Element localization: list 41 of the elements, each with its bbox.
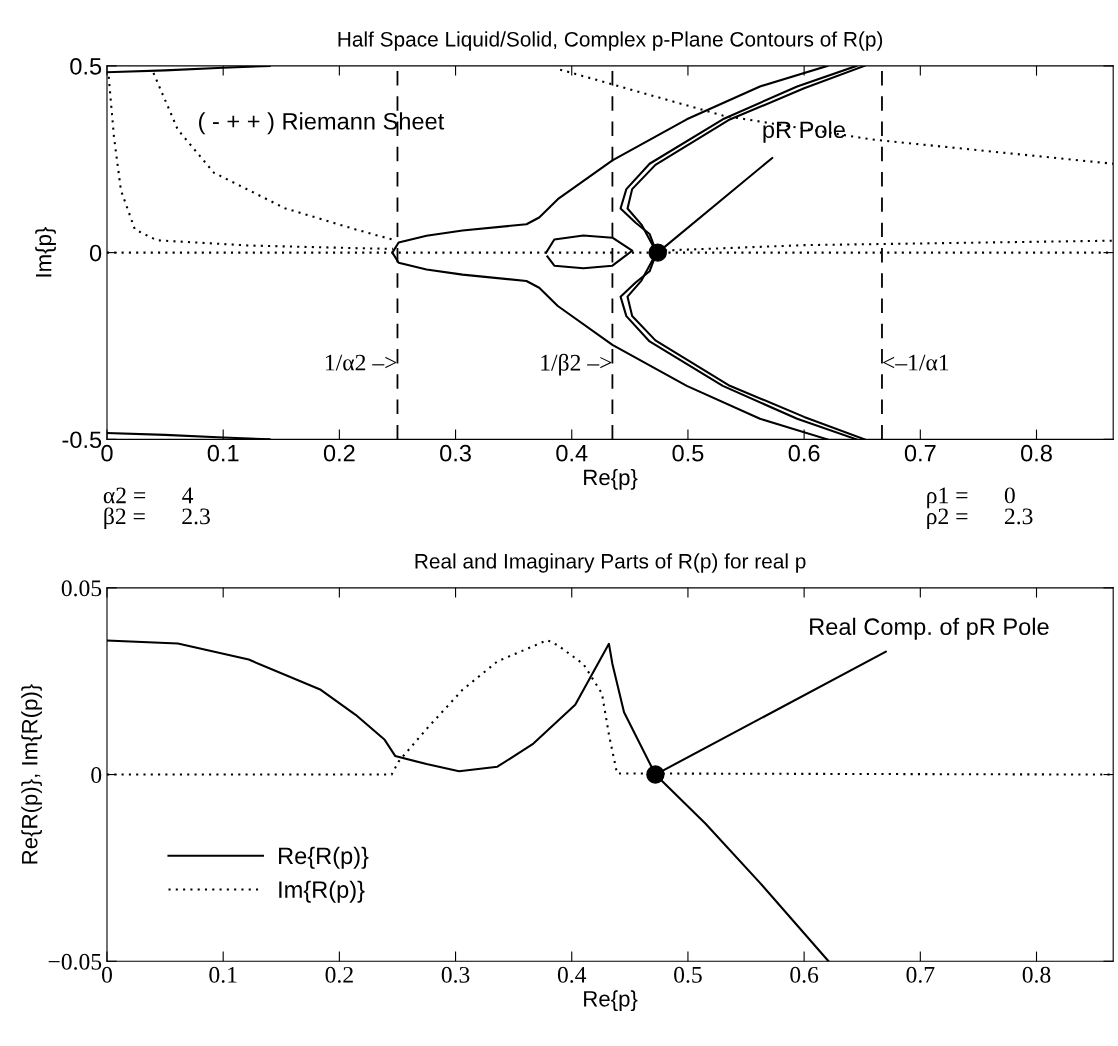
x-tick-label: 0.6 (788, 444, 820, 462)
ref-line-label: <–1/α1 (883, 354, 949, 371)
legend-label: Re{R(p)} (279, 846, 369, 869)
x-tick-label: 0.4 (556, 444, 588, 462)
y-tick-label: −0.05 (48, 953, 102, 970)
ref-line-label: 1/α2 –> (325, 354, 397, 371)
chart-title: Half Space Liquid/Solid, Complex p-Plane Contours of R(p) (338, 31, 883, 51)
x-tick-label: 0.8 (1022, 966, 1051, 983)
y-tick-label: 0.5 (70, 57, 102, 75)
x-tick-label: 0.7 (906, 966, 935, 983)
x-tick-label: 0.3 (441, 966, 470, 983)
y-tick-label: 0.05 (61, 580, 102, 597)
text: ρ1 = 0 (927, 487, 1015, 509)
y-tick-label: -0.5 (62, 431, 102, 449)
text: α2 = 4 (103, 487, 194, 504)
x-tick-label: 0.7 (904, 444, 936, 462)
x-axis-title: Re{p} (584, 468, 638, 490)
text: ρ2 = 2.3 (927, 508, 1033, 530)
legend-label: Im{R(p)} (279, 880, 365, 903)
x-tick-label: 0.5 (674, 966, 702, 983)
ref-line-label: 1/β2 –> (541, 353, 612, 376)
x-tick-label: 0.4 (557, 966, 587, 983)
x-tick-label: 0.2 (323, 444, 355, 462)
annotation: Real Comp. of pR Pole (810, 617, 1049, 640)
y-tick-label: 0 (89, 244, 102, 262)
x-tick-label: 0.6 (790, 966, 819, 983)
x-tick-label: 0.8 (1021, 444, 1052, 462)
chart-title: Real and Imaginary Parts of R(p) for real p (415, 553, 806, 573)
annotation: ( - + + ) Riemann Sheet (199, 112, 445, 135)
x-tick-label: 0.1 (209, 966, 237, 983)
y-axis-title: Re{R(p)}, Im{R(p)} (21, 684, 42, 864)
x-tick-label: 0.1 (207, 444, 239, 462)
y-axis-title: Im{p} (35, 227, 56, 277)
x-tick-label: 0.5 (672, 444, 704, 462)
y-tick-label: 0 (91, 767, 102, 783)
text: β2 = 2.3 (104, 507, 210, 530)
annotation: pR Pole (763, 120, 845, 143)
x-tick-label: 0 (101, 444, 113, 462)
x-tick-label: 0.2 (325, 966, 353, 983)
x-axis-title: Re{p} (584, 990, 638, 1012)
x-tick-label: 0.3 (440, 444, 471, 462)
